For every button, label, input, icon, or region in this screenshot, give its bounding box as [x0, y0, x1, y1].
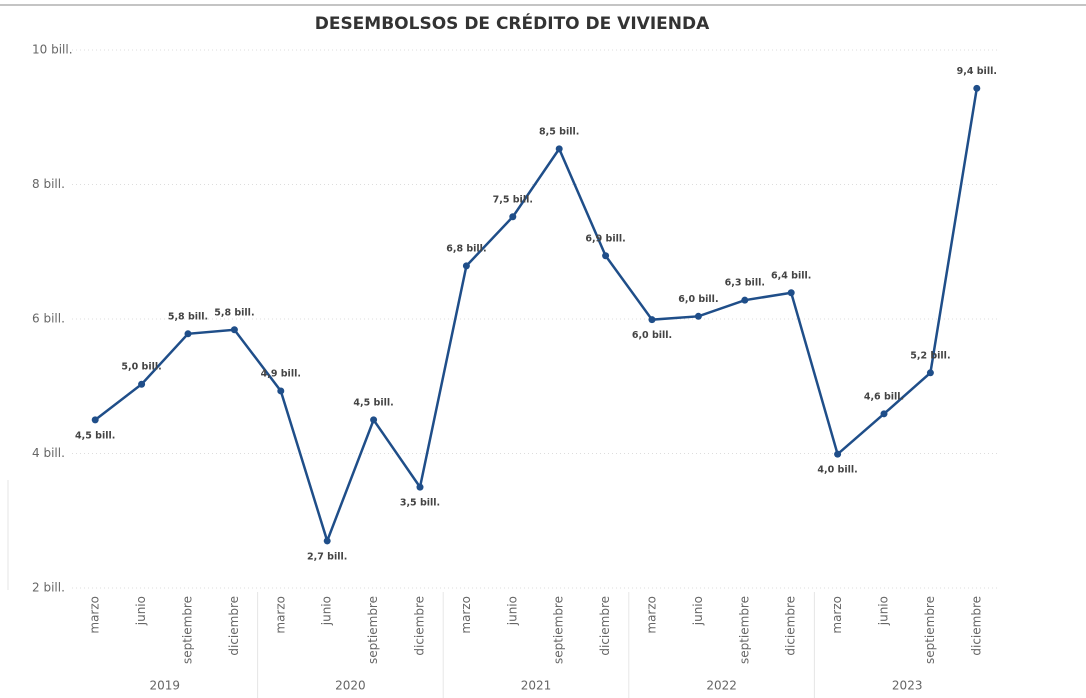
data-label: 5,0 bill.: [121, 362, 161, 373]
x-tick-label: septiembre: [737, 596, 751, 664]
x-tick-label: marzo: [273, 596, 287, 634]
x-tick-label: junio: [134, 596, 148, 626]
data-label: 7,5 bill.: [493, 194, 533, 205]
x-tick-label: septiembre: [181, 596, 195, 664]
line: [94, 88, 979, 545]
data-label: 4,5 bill.: [353, 397, 393, 408]
marker: [787, 289, 795, 297]
data-label: 6,8 bill.: [446, 243, 486, 254]
marker: [323, 537, 331, 545]
y-tick-label: 2 bill.: [32, 581, 65, 595]
data-label: 5,8 bill.: [214, 307, 254, 318]
data-label: 4,6 bill.: [864, 391, 904, 402]
data-label: 6,3 bill.: [725, 278, 765, 289]
x-tick-label: marzo: [459, 596, 473, 634]
marker: [602, 252, 610, 260]
x-tick-label: diciembre: [784, 596, 798, 656]
y-tick-label: 8 bill.: [32, 177, 65, 191]
y-tick-label: 4 bill.: [32, 446, 65, 460]
x-tick-label: marzo: [645, 596, 659, 634]
marker: [555, 145, 563, 153]
marker: [91, 416, 99, 424]
marker: [834, 450, 842, 458]
x-group-label: 2021: [521, 679, 552, 693]
marker: [462, 262, 470, 270]
x-tick-label: junio: [505, 596, 519, 626]
marker: [416, 483, 424, 491]
data-label: 4,5 bill.: [75, 430, 115, 441]
x-tick-label: septiembre: [366, 596, 380, 664]
x-tick-label: junio: [691, 596, 705, 626]
x-group-label: 2022: [706, 679, 737, 693]
marker: [277, 387, 285, 395]
y-tick-label: 10 bill.: [32, 43, 73, 57]
marker: [741, 296, 749, 304]
x-group-label: 2023: [892, 679, 923, 693]
marker: [230, 326, 238, 334]
x-tick-label: septiembre: [923, 596, 937, 664]
data-label: 4,0 bill.: [817, 465, 857, 476]
marker: [926, 369, 934, 377]
data-label: 9,4 bill.: [957, 66, 997, 77]
marker: [138, 380, 146, 388]
data-label: 5,8 bill.: [168, 311, 208, 322]
marker: [694, 312, 702, 320]
y-tick-label: 6 bill.: [32, 312, 65, 326]
marker: [184, 330, 192, 338]
marker: [973, 84, 981, 92]
data-label: 5,2 bill.: [910, 350, 950, 361]
data-label: 6,0 bill.: [632, 330, 672, 341]
data-label: 2,7 bill.: [307, 551, 347, 562]
x-tick-label: junio: [877, 596, 891, 626]
x-tick-label: marzo: [88, 596, 102, 634]
data-label: 6,4 bill.: [771, 270, 811, 281]
x-group-label: 2019: [150, 679, 181, 693]
data-label: 6,9 bill.: [585, 233, 625, 244]
chart-title: DESEMBOLSOS DE CRÉDITO DE VIVIENDA: [315, 12, 710, 34]
data-label: 6,0 bill.: [678, 294, 718, 305]
marker: [648, 316, 656, 324]
marker: [880, 410, 888, 418]
x-tick-label: diciembre: [969, 596, 983, 656]
marker: [370, 416, 378, 424]
data-label: 3,5 bill.: [400, 498, 440, 509]
x-tick-label: septiembre: [552, 596, 566, 664]
x-tick-label: diciembre: [413, 596, 427, 656]
x-tick-label: junio: [320, 596, 334, 626]
x-group-label: 2020: [335, 679, 366, 693]
x-tick-label: marzo: [830, 596, 844, 634]
data-label: 4,9 bill.: [261, 368, 301, 379]
x-tick-label: diciembre: [598, 596, 612, 656]
x-tick-label: diciembre: [227, 596, 241, 656]
data-label: 8,5 bill.: [539, 126, 579, 137]
marker: [509, 213, 517, 221]
